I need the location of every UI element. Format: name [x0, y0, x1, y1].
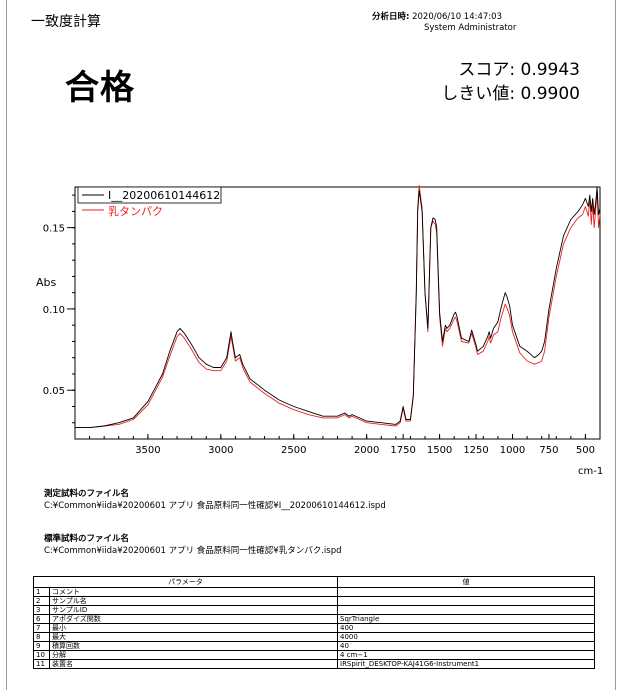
score-label: スコア:: [458, 60, 516, 80]
param-number: 9: [33, 641, 50, 651]
x-tick-label: 1250: [463, 445, 488, 456]
verdict-text: 合格: [65, 68, 135, 108]
param-name: サンプル名: [49, 596, 338, 606]
legend-label-sample: I__20200610144612: [108, 189, 220, 202]
x-tick-label: 1500: [427, 445, 452, 456]
x-tick-label: 2000: [354, 445, 379, 456]
y-tick-label: 0.10: [43, 305, 65, 316]
datetime-value: 2020/06/10 14:47:03: [412, 12, 502, 22]
param-value: [337, 587, 595, 597]
param-value: [337, 605, 595, 615]
legend-label-reference: 乳タンパク: [108, 205, 163, 218]
param-name: 最小: [49, 623, 338, 633]
table-row: 6 アポダイズ関数 SqrTriangle: [33, 614, 595, 624]
x-tick-label: 2500: [281, 445, 306, 456]
x-tick-label: 3000: [208, 445, 233, 456]
score-block: スコア: 0.9943 しきい値: 0.9900: [420, 58, 580, 106]
parameter-rows: 1 コメント 2 サンプル名 3 サンプルID 6 アポダイズ関数 SqrTriangle 7 最小…: [33, 587, 595, 669]
parameter-table: パラメータ 値 1 コメント 2 サンプル名 3 サンプルID 6 アポダイズ関数 SqrTri…: [33, 576, 595, 669]
value-column-header: 値: [337, 576, 595, 588]
sample-file-block: 測定試料のファイル名 C:¥Common¥iida¥20200601 アプリ 食…: [44, 488, 386, 512]
table-row: 8 最大 4000: [33, 632, 595, 642]
y-tick-label: 0.15: [43, 224, 65, 235]
table-row: 9 積算回数 40: [33, 641, 595, 651]
param-number: 2: [33, 596, 50, 606]
legend-box: [77, 186, 222, 204]
threshold-value: 0.9900: [520, 84, 580, 104]
param-number: 11: [33, 659, 50, 669]
report-title: 一致度計算: [31, 14, 101, 30]
param-value: 4000: [337, 632, 595, 642]
reference-file-path: C:¥Common¥iida¥20200601 アプリ 食品原料同一性確認¥乳タ…: [44, 546, 342, 556]
param-number: 1: [33, 587, 50, 597]
report-frame: [6, 0, 616, 690]
param-value: SqrTriangle: [337, 614, 595, 624]
param-name: 分解: [49, 650, 338, 660]
datetime-label: 分析日時:: [372, 12, 410, 22]
param-number: 3: [33, 605, 50, 615]
user-name: System Administrator: [424, 23, 517, 33]
table-row: 2 サンプル名: [33, 596, 595, 606]
series-line-sample: [75, 186, 601, 429]
parameter-table-header: パラメータ 値: [33, 576, 595, 588]
table-row: 7 最小 400: [33, 623, 595, 633]
param-name: 最大: [49, 632, 338, 642]
spectrum-chart: 3500 3000 2500 2000 1750 1500 1250 1000 750 500 0.…: [36, 184, 603, 477]
y-tick-label: 0.05: [43, 386, 65, 397]
y-axis-label: Abs: [36, 276, 57, 289]
param-number: 8: [33, 632, 50, 642]
param-name: サンプルID: [49, 605, 338, 615]
x-axis-label: cm-1: [578, 466, 603, 477]
param-name: アポダイズ関数: [49, 614, 338, 624]
table-row: 3 サンプルID: [33, 605, 595, 615]
score-value: 0.9943: [520, 60, 580, 80]
reference-file-heading: 標準試料のファイル名: [44, 534, 130, 544]
param-value: 4 cm−1: [337, 650, 595, 660]
x-tick-label: 500: [576, 445, 595, 456]
param-number: 7: [33, 623, 50, 633]
sample-file-heading: 測定試料のファイル名: [44, 489, 130, 499]
param-value: IRSpirit_DESKTOP-KAJ41G6-Instrument1: [337, 659, 595, 669]
param-value: [337, 596, 595, 606]
param-name: コメント: [49, 587, 338, 597]
table-row: 11 装置名 IRSpirit_DESKTOP-KAJ41G6-Instrument…: [33, 659, 595, 669]
table-row: 10 分解 4 cm−1: [33, 650, 595, 660]
plot-frame: [74, 186, 601, 440]
reference-file-block: 標準試料のファイル名 C:¥Common¥iida¥20200601 アプリ 食…: [44, 533, 342, 557]
param-number: 6: [33, 614, 50, 624]
axis-ticks: 3500 3000 2500 2000 1750 1500 1250 1000 750 500 0.…: [43, 194, 595, 456]
table-row: 1 コメント: [33, 587, 595, 597]
param-column-header: パラメータ: [33, 576, 338, 588]
sample-file-path: C:¥Common¥iida¥20200601 アプリ 食品原料同一性確認¥I_…: [44, 501, 386, 511]
param-number: 10: [33, 650, 50, 660]
param-value: 40: [337, 641, 595, 651]
param-value: 400: [337, 623, 595, 633]
x-tick-label: 3500: [135, 445, 160, 456]
legend: I__20200610144612 乳タンパク: [77, 186, 222, 218]
analysis-meta: 分析日時: 2020/06/10 14:47:03 System Adminis…: [372, 12, 516, 34]
x-tick-label: 750: [539, 445, 558, 456]
series-line-reference: [75, 184, 601, 429]
series-layer: [75, 184, 601, 429]
param-name: 装置名: [49, 659, 338, 669]
threshold-label: しきい値:: [441, 84, 516, 104]
x-tick-label: 1000: [500, 445, 525, 456]
x-tick-label: 1750: [390, 445, 415, 456]
param-name: 積算回数: [49, 641, 338, 651]
